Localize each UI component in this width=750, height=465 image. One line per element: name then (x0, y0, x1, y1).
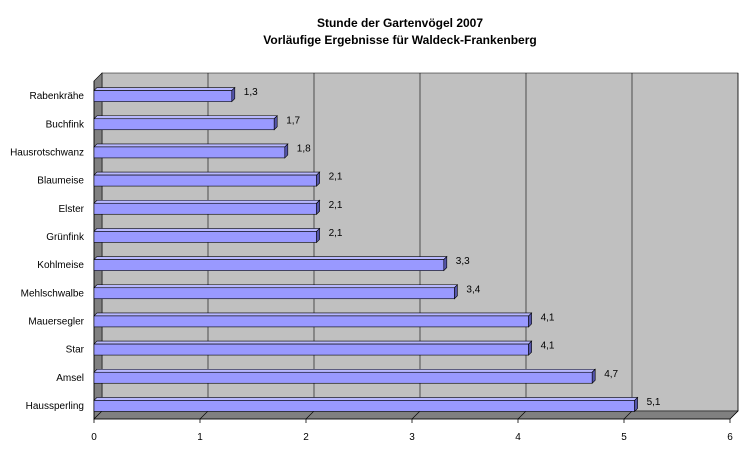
bar-face (93, 118, 275, 131)
bar-face (93, 315, 529, 328)
gridline-floor (623, 410, 633, 420)
category-label: Buchfink (46, 119, 85, 130)
value-label: 3,4 (466, 284, 480, 295)
bar-face (93, 231, 317, 243)
bar (93, 340, 533, 356)
bar-top (93, 115, 278, 120)
gridline-floor (411, 410, 421, 420)
bar-face (93, 174, 317, 187)
chart-subtitle: Vorläufige Ergebnisse für Waldeck-Franke… (263, 33, 536, 47)
bar-face (93, 90, 233, 102)
bar-face (93, 259, 445, 271)
x-tick-label: 4 (515, 432, 521, 443)
category-label: Mehlschwalbe (21, 288, 85, 299)
value-label: 4,1 (541, 312, 555, 323)
value-label: 5,1 (647, 397, 661, 408)
x-tick-label: 0 (91, 432, 97, 443)
bar-end (591, 368, 596, 384)
bar-end (443, 255, 448, 272)
bar-top (93, 284, 459, 289)
bar-top (93, 199, 321, 204)
bar (93, 255, 448, 272)
category-labels: Rabenkrähe Buchfink Hausrotschwanz Blaumeis… (10, 91, 85, 412)
bar (93, 171, 321, 187)
bar (93, 143, 289, 159)
bar-end (454, 284, 458, 300)
x-tick-label: 2 (303, 432, 309, 443)
value-label: 2,1 (329, 228, 343, 239)
bar-end (528, 312, 532, 328)
x-tick-label: 6 (727, 432, 733, 443)
bar-top (93, 368, 596, 373)
gridline-floor (729, 410, 739, 420)
category-label: Grünfink (46, 232, 85, 243)
bar-top (93, 143, 289, 148)
category-label: Kohlmeise (37, 260, 84, 271)
value-label: 2,1 (329, 172, 343, 183)
bar-end (316, 171, 320, 187)
category-label: Elster (58, 204, 84, 215)
bar (93, 199, 321, 215)
value-label: 3,3 (456, 256, 470, 267)
category-label: Hausrotschwanz (10, 147, 84, 158)
category-label: Star (66, 345, 85, 356)
bar-face (93, 287, 455, 300)
bar-end (634, 396, 638, 413)
bar (93, 227, 321, 244)
value-label: 1,8 (297, 143, 311, 154)
value-label: 4,7 (604, 369, 618, 380)
bar-face (93, 343, 529, 356)
bars (93, 86, 639, 413)
bar-face (93, 202, 317, 215)
x-axis-ticks: 0 1 2 3 4 5 6 (91, 432, 733, 443)
bar (93, 368, 596, 384)
x-tick-label: 3 (409, 432, 415, 443)
bar-end (273, 115, 278, 131)
bar-top (93, 87, 236, 91)
bar-end (316, 227, 320, 244)
bar (93, 396, 639, 413)
bar-face (93, 371, 593, 384)
category-label: Amsel (56, 373, 84, 384)
bar (93, 86, 236, 103)
bar-top (93, 340, 533, 345)
bar-top (93, 256, 448, 260)
x-tick-label: 5 (621, 432, 627, 443)
bar-top (93, 312, 533, 317)
bar-end (284, 143, 289, 159)
category-label: Mauersegler (28, 316, 84, 327)
value-label: 2,1 (329, 200, 343, 211)
category-label: Rabenkrähe (30, 91, 85, 102)
value-labels: 1,3 1,7 1,8 2,1 2,1 2,1 3,3 3,4 4,1 4,1 4,7 5,1 (244, 87, 661, 408)
bar-top (93, 228, 321, 232)
gridline-floor (517, 410, 527, 420)
bar-top (93, 397, 639, 401)
bar-end (231, 86, 236, 103)
bar (93, 115, 278, 131)
bar-end (528, 340, 532, 356)
category-label: Blaumeise (37, 176, 84, 187)
bar-face (93, 146, 286, 159)
value-label: 1,3 (244, 87, 258, 98)
gridline-floor (199, 410, 209, 420)
chart-title: Stunde der Gartenvögel 2007 (317, 16, 483, 30)
value-label: 4,1 (541, 341, 555, 352)
bar-face (93, 400, 635, 412)
bar-top (93, 171, 321, 176)
value-label: 1,7 (286, 115, 300, 126)
bar (93, 312, 533, 328)
gridline-floor (305, 410, 315, 420)
bar (93, 284, 459, 300)
category-label: Haussperling (26, 401, 84, 412)
x-tick-label: 1 (197, 432, 203, 443)
bar-end (316, 199, 320, 215)
